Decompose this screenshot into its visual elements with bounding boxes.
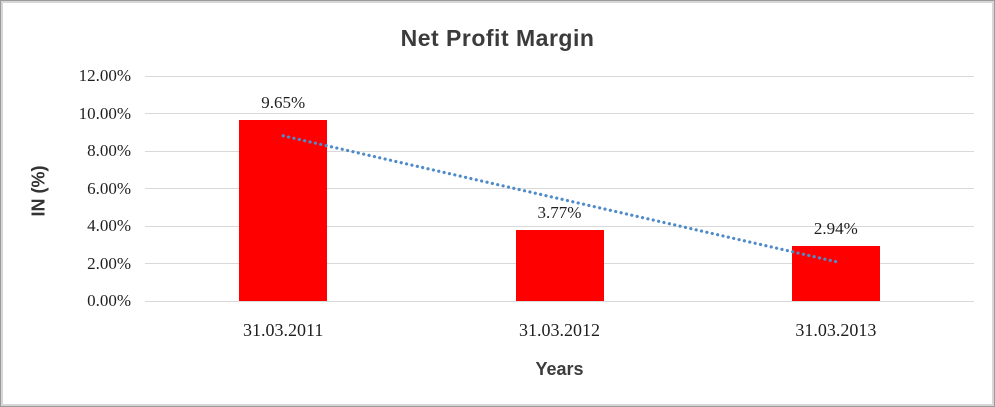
data-label: 9.65% <box>261 93 306 113</box>
gridline <box>145 75 974 77</box>
bar <box>239 120 328 301</box>
x-category-label: 31.03.2011 <box>242 320 324 340</box>
y-tick-label: 10.00% <box>78 103 131 123</box>
gridline <box>145 113 974 114</box>
bar <box>791 245 880 301</box>
x-category-label: 31.03.2012 <box>518 320 600 340</box>
y-tick-label: 2.00% <box>87 253 131 273</box>
y-tick-label: 6.00% <box>87 178 131 198</box>
chart-title: Net Profit Margin <box>400 25 595 51</box>
gridline <box>145 300 974 302</box>
x-axis-title: Years <box>535 359 584 379</box>
data-label: 2.94% <box>813 218 858 238</box>
y-tick-label: 12.00% <box>78 66 131 85</box>
x-category-label: 31.03.2013 <box>795 320 877 340</box>
bar <box>515 230 604 301</box>
data-label: 3.77% <box>537 203 582 223</box>
y-tick-label: 0.00% <box>87 291 131 310</box>
y-tick-label: 8.00% <box>87 141 131 160</box>
y-tick-label: 4.00% <box>87 216 131 235</box>
